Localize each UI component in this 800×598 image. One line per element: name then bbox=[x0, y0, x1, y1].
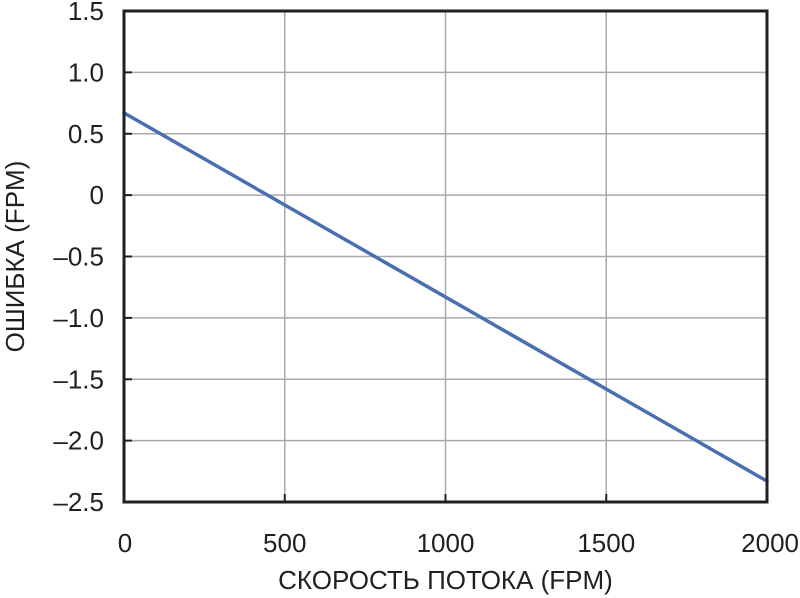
y-tick-label: 1.0 bbox=[68, 57, 104, 87]
y-tick-label: 0 bbox=[90, 180, 104, 210]
y-tick-label: 1.5 bbox=[68, 0, 104, 26]
x-tick-label: 1500 bbox=[577, 528, 635, 558]
series-line-0 bbox=[122, 111, 769, 483]
y-tick-label: –1.0 bbox=[53, 303, 104, 333]
y-tick-label: –0.5 bbox=[53, 242, 104, 272]
x-tick-label: 2000 bbox=[741, 528, 799, 558]
y-tick-label: –2.5 bbox=[53, 487, 104, 517]
y-tick-label: –2.0 bbox=[53, 426, 104, 456]
y-tick-label: –1.5 bbox=[53, 364, 104, 394]
series-layer bbox=[122, 111, 769, 483]
x-tick-label: 0 bbox=[118, 528, 132, 558]
x-tick-label: 1000 bbox=[417, 528, 475, 558]
x-tick-label: 500 bbox=[263, 528, 306, 558]
x-axis-title: СКОРОСТЬ ПОТОКА (FPM) bbox=[278, 565, 613, 595]
y-axis-title: ОШИБКА (FPM) bbox=[0, 161, 30, 353]
y-tick-label: 0.5 bbox=[68, 119, 104, 149]
ticks: 1.5 1.0 0.5 0 –0.5 –1.0 –1.5 –2.0 –2.5 0 500 1000 15… bbox=[53, 0, 799, 558]
grid bbox=[123, 10, 768, 503]
